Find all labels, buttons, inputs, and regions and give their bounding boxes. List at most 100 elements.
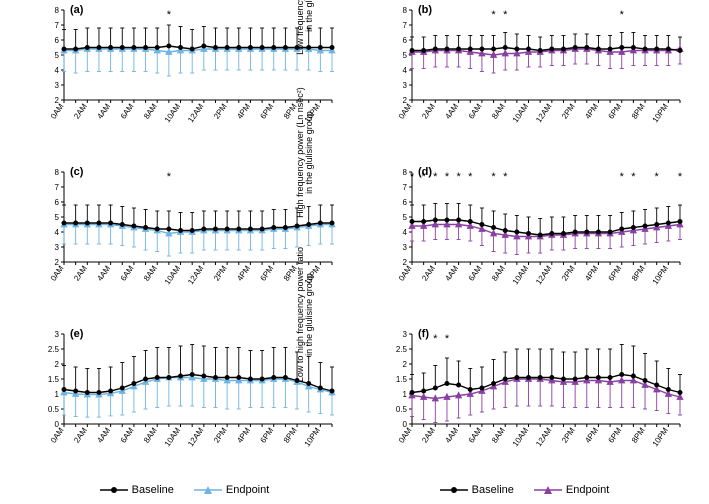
svg-text:2AM: 2AM [420,264,437,283]
svg-text:6: 6 [55,198,60,207]
svg-text:6: 6 [403,36,408,45]
legend-item-endpoint_left: Endpoint [194,484,269,496]
legend-item-baseline: Baseline [100,484,174,496]
svg-text:6PM: 6PM [259,264,276,283]
svg-text:0.5: 0.5 [48,405,60,414]
svg-text:*: * [433,171,438,183]
svg-text:8: 8 [55,6,60,15]
svg-text:10PM: 10PM [303,426,323,449]
legend-label: Baseline [132,484,174,496]
figure-root: Low frequency power (Ln nsec²) in the gl… [0,0,709,504]
legend-item-baseline: Baseline [440,484,514,496]
legend-label: Endpoint [566,484,609,496]
svg-text:6: 6 [403,198,408,207]
svg-text:1.5: 1.5 [396,375,408,384]
svg-text:6PM: 6PM [259,426,276,445]
svg-text:*: * [445,333,450,345]
svg-text:3: 3 [55,81,60,90]
svg-text:8AM: 8AM [490,426,507,445]
svg-text:*: * [503,9,508,21]
svg-text:8: 8 [403,168,408,177]
svg-text:0AM: 0AM [49,102,66,121]
svg-text:*: * [503,171,508,183]
svg-text:*: * [422,171,427,183]
svg-text:8PM: 8PM [282,426,299,445]
svg-text:4PM: 4PM [235,264,252,283]
svg-text:6: 6 [55,36,60,45]
svg-text:0AM: 0AM [397,426,414,445]
svg-text:*: * [655,171,660,183]
svg-text:2PM: 2PM [212,426,229,445]
svg-text:10AM: 10AM [163,102,183,125]
chart-svg: 00.511.522.530AM2AM4AM6AM8AM10AM12AM2PM4… [12,324,342,464]
svg-text:*: * [491,171,496,183]
svg-text:8AM: 8AM [142,264,159,283]
svg-text:4: 4 [403,228,408,237]
svg-text:3: 3 [403,81,408,90]
svg-text:8AM: 8AM [142,102,159,121]
chart-svg: 00.511.522.530AM2AM4AM6AM8AM10AM12AM2PM4… [360,324,690,464]
chart-svg: 23456780AM2AM4AM6AM8AM10AM12AM2PM4PM6PM8… [12,0,342,140]
legend-row: Baseline Endpoint Baseline Endpoint [0,484,709,502]
svg-text:0AM: 0AM [397,102,414,121]
svg-text:3: 3 [55,330,60,339]
ylabel: High frequency power (Ln nsec²) in the g… [296,83,315,223]
chart-svg: 23456780AM2AM4AM6AM8AM10AM12AM2PM4PM6PM8… [12,162,342,302]
svg-text:8: 8 [55,168,60,177]
svg-text:4: 4 [55,66,60,75]
panel-e: Low to high frequency power ratio in the… [12,324,342,464]
svg-text:5: 5 [403,213,408,222]
svg-text:3: 3 [403,243,408,252]
svg-text:3: 3 [403,330,408,339]
svg-text:4AM: 4AM [443,426,460,445]
panel-c: High frequency power (Ln nsec²) in the g… [12,162,342,302]
svg-text:*: * [491,9,496,21]
svg-text:4PM: 4PM [583,426,600,445]
svg-text:5: 5 [55,213,60,222]
svg-text:2PM: 2PM [560,102,577,121]
svg-text:2AM: 2AM [72,426,89,445]
panel-d: High frequency power (Ln nsec²) in the g… [360,162,690,302]
svg-text:4: 4 [55,228,60,237]
svg-text:2PM: 2PM [212,102,229,121]
svg-text:2AM: 2AM [420,102,437,121]
svg-text:8PM: 8PM [630,426,647,445]
chart-svg: 23456780AM2AM4AM6AM8AM10AM12AM2PM4PM6PM8… [360,0,690,140]
svg-text:10AM: 10AM [511,426,531,449]
svg-text:6AM: 6AM [119,426,136,445]
svg-text:2PM: 2PM [560,264,577,283]
chart-svg: 23456780AM2AM4AM6AM8AM10AM12AM2PM4PM6PM8… [360,162,690,302]
svg-text:10AM: 10AM [163,426,183,449]
svg-text:8PM: 8PM [630,102,647,121]
svg-text:6AM: 6AM [119,102,136,121]
svg-text:3: 3 [55,243,60,252]
svg-text:10AM: 10AM [511,264,531,287]
svg-text:12AM: 12AM [534,264,554,287]
svg-text:2PM: 2PM [560,426,577,445]
panel-b: Low frequency power (Ln nsec²) in the gl… [360,0,690,140]
svg-text:4AM: 4AM [95,426,112,445]
svg-text:4PM: 4PM [583,102,600,121]
svg-text:2AM: 2AM [420,426,437,445]
svg-text:10AM: 10AM [163,264,183,287]
svg-text:6PM: 6PM [607,426,624,445]
svg-text:2PM: 2PM [212,264,229,283]
svg-text:4AM: 4AM [443,264,460,283]
ylabel: Low frequency power (Ln nsec²) in the gl… [296,0,315,61]
svg-text:10PM: 10PM [651,426,671,449]
svg-text:6PM: 6PM [607,264,624,283]
svg-text:12AM: 12AM [186,264,206,287]
panel-a: Low frequency power (Ln nsec²) in the gl… [12,0,342,140]
svg-text:0AM: 0AM [397,264,414,283]
svg-text:*: * [167,171,172,183]
svg-text:4PM: 4PM [235,102,252,121]
svg-text:8PM: 8PM [630,264,647,283]
legend-label: Baseline [472,484,514,496]
svg-text:6AM: 6AM [119,264,136,283]
svg-text:7: 7 [55,21,60,30]
svg-text:6AM: 6AM [467,264,484,283]
svg-text:8: 8 [403,6,408,15]
svg-text:6AM: 6AM [467,102,484,121]
svg-text:*: * [433,333,438,345]
svg-text:5: 5 [403,51,408,60]
